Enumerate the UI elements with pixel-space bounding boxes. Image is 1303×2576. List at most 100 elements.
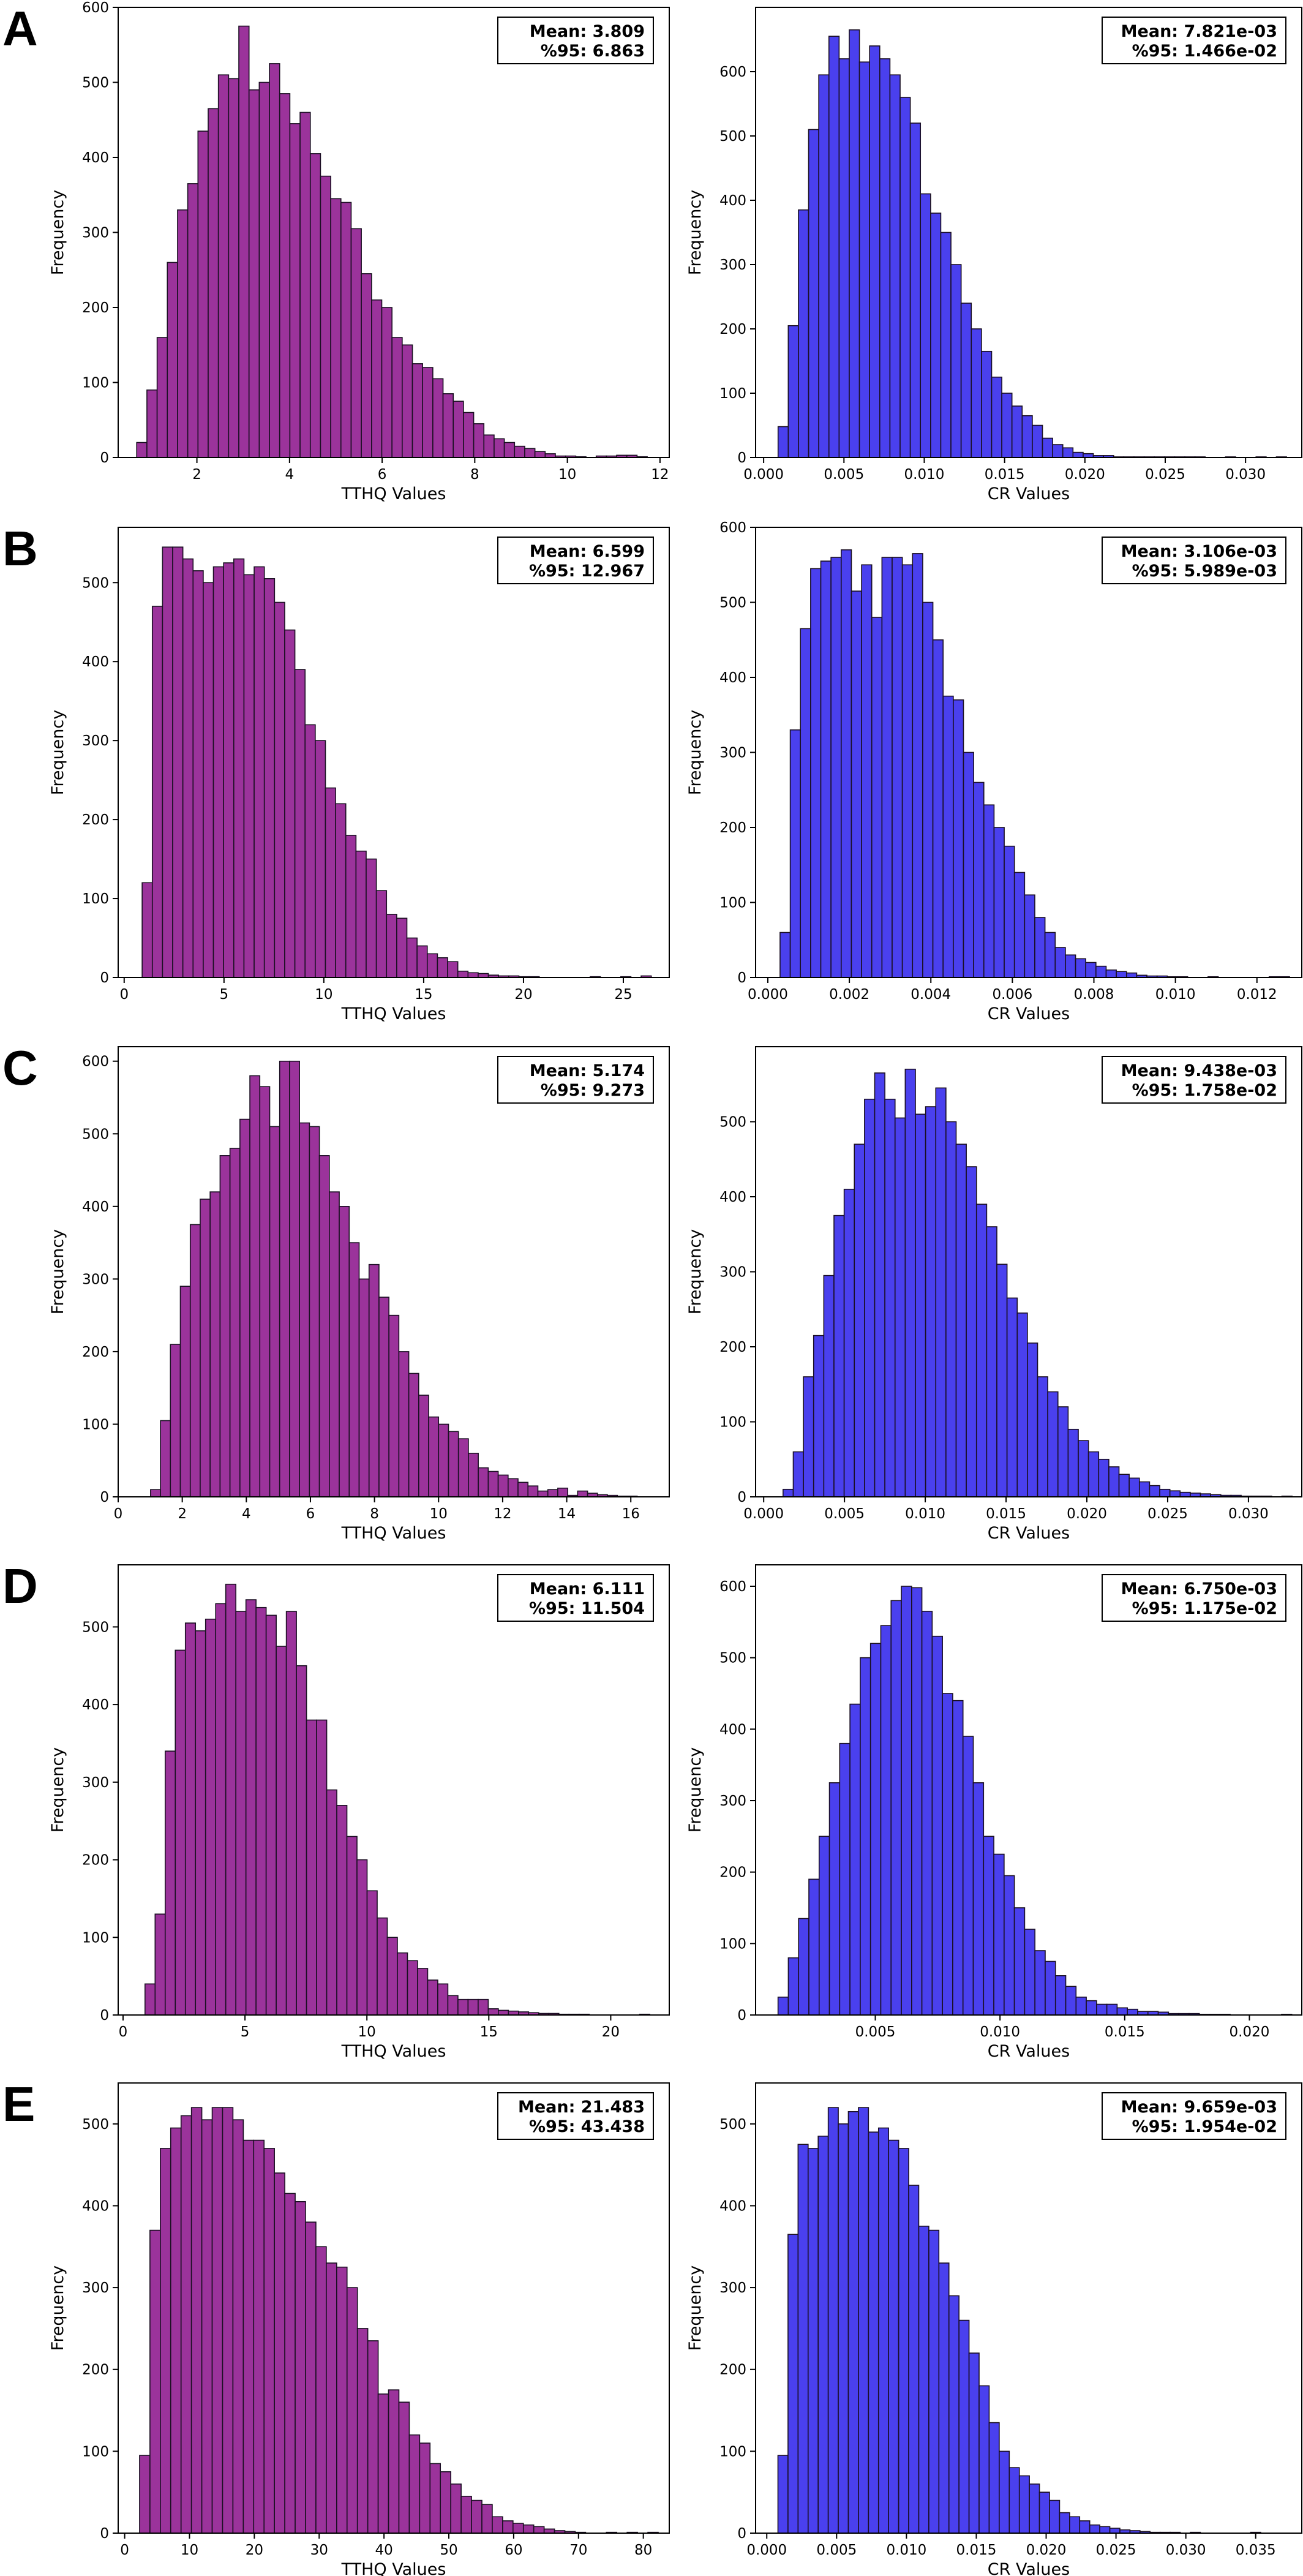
y-tick-label: 500	[82, 2117, 109, 2133]
p95-stat: %95: 43.438	[529, 2117, 645, 2136]
x-tick-label: 15	[415, 987, 432, 1003]
histogram-bar	[533, 2526, 545, 2534]
panel-label-a: A	[2, 1, 38, 56]
histogram-bar	[514, 445, 525, 458]
histogram-bar	[960, 303, 972, 458]
y-tick-label: 600	[82, 0, 109, 16]
histogram-bar	[1021, 415, 1033, 458]
histogram-bar	[921, 1611, 933, 2016]
histogram-bar	[170, 2127, 182, 2534]
histogram-bar	[930, 213, 942, 458]
histogram-bar	[232, 2119, 244, 2534]
histogram-bar	[810, 568, 822, 978]
histogram-bar	[1004, 1875, 1015, 2016]
x-tick-label: 5	[220, 987, 229, 1003]
histogram-bar	[222, 2107, 234, 2534]
y-tick-label: 500	[82, 1619, 109, 1635]
histogram-bar	[1024, 894, 1035, 978]
histogram-bar	[377, 1917, 388, 2016]
histogram-bar	[269, 1126, 280, 1497]
x-tick-label: 14	[558, 1506, 576, 1522]
histogram-bar	[243, 574, 255, 978]
histogram-bar	[517, 1482, 529, 1497]
histogram-bar	[411, 363, 424, 458]
histogram-bar	[1027, 1343, 1038, 1497]
histogram-bar	[164, 1750, 176, 2016]
histogram-bar	[345, 835, 357, 978]
histogram-bar	[962, 1736, 974, 2016]
histogram-bar	[1127, 2008, 1138, 2016]
y-tick-label: 0	[100, 2008, 109, 2024]
histogram-bar	[880, 1625, 892, 2016]
histogram-bar	[396, 917, 408, 978]
histogram-bar	[1013, 872, 1026, 978]
y-tick-label: 100	[719, 895, 746, 911]
histogram-bar	[408, 1373, 419, 1497]
histogram-bar	[320, 175, 331, 458]
histogram-bar	[1042, 437, 1053, 458]
histogram-bar	[537, 1490, 549, 1497]
histogram-bar	[1179, 1491, 1191, 1497]
histogram-bar	[1016, 1312, 1028, 1497]
p95-stat: %95: 1.175e-02	[1132, 1599, 1277, 1618]
histogram-bar	[274, 601, 285, 978]
histogram-bar	[368, 1264, 380, 1497]
histogram-bar	[925, 1106, 937, 1497]
y-tick-label: 200	[82, 1344, 109, 1360]
y-tick-label: 300	[719, 745, 746, 761]
y-tick-label: 600	[719, 1579, 746, 1595]
histogram-bar	[1087, 1451, 1100, 1497]
histogram-bar	[1065, 1986, 1077, 2016]
x-tick-label: 0.035	[1236, 2542, 1276, 2558]
x-tick-label: 70	[569, 2542, 587, 2558]
histogram-bar	[871, 617, 883, 978]
histogram-bar	[503, 442, 516, 458]
stats-box	[497, 17, 654, 64]
x-tick-label: 0.010	[904, 467, 945, 483]
y-tick-label: 500	[82, 575, 109, 591]
histogram-bar	[428, 1416, 440, 1497]
histogram-bar	[1034, 917, 1046, 978]
histogram-bar	[928, 2229, 940, 2534]
histogram-bar	[860, 1657, 871, 2016]
histogram-bar	[1001, 393, 1013, 458]
y-tick-label: 500	[719, 2117, 746, 2133]
y-tick-label: 0	[100, 2526, 109, 2542]
panel-e-cr-frame	[755, 2082, 1302, 2534]
x-tick-label: 0.008	[1074, 987, 1114, 1003]
histogram-bar	[1059, 2512, 1070, 2534]
histogram-bar	[184, 1622, 197, 2016]
histogram-bar	[901, 1586, 912, 2016]
y-tick-label: 200	[719, 2362, 746, 2378]
histogram-bar	[160, 1420, 171, 1497]
histogram-bar	[402, 344, 413, 458]
histogram-bar	[294, 669, 306, 978]
y-tick-label: 300	[719, 257, 746, 273]
histogram-bar	[225, 1583, 236, 2016]
histogram-bar	[534, 451, 546, 458]
y-axis-label: Frequency	[686, 710, 705, 796]
histogram-bar	[348, 1242, 360, 1497]
x-tick-label: 15	[480, 2024, 498, 2040]
histogram-bar	[150, 1489, 161, 1497]
histogram-bar	[457, 970, 469, 978]
panel-a-cr-chart: 0.000 0.005 0.010 0.015 0.020 0.025 0.030 0 100 2…	[686, 7, 1302, 503]
panel-e-tthq-chart: 0 10 20 30 40 50 60 70 80 0 100 200 300 400 500 TTHQ Va…	[2, 2077, 670, 2576]
histogram-bar	[146, 389, 158, 458]
y-axis-label: Frequency	[686, 1229, 705, 1315]
x-tick-label: 8	[370, 1506, 379, 1522]
histogram-bar	[1072, 451, 1084, 458]
x-tick-label: 12	[651, 467, 669, 483]
histogram-bar	[777, 1997, 789, 2016]
histogram-bar	[1116, 2007, 1128, 2016]
histogram-bar	[1037, 1376, 1048, 1497]
histogram-bar	[999, 2450, 1010, 2534]
histogram-bar	[269, 63, 280, 458]
histogram-bar	[263, 2148, 275, 2534]
histogram-bar	[253, 2139, 265, 2534]
y-tick-label: 200	[82, 2362, 109, 2378]
histogram-bar	[438, 1423, 449, 1497]
histogram-bar	[388, 2389, 400, 2534]
histogram-bar	[471, 2499, 483, 2534]
y-axis-label: Frequency	[48, 710, 67, 796]
